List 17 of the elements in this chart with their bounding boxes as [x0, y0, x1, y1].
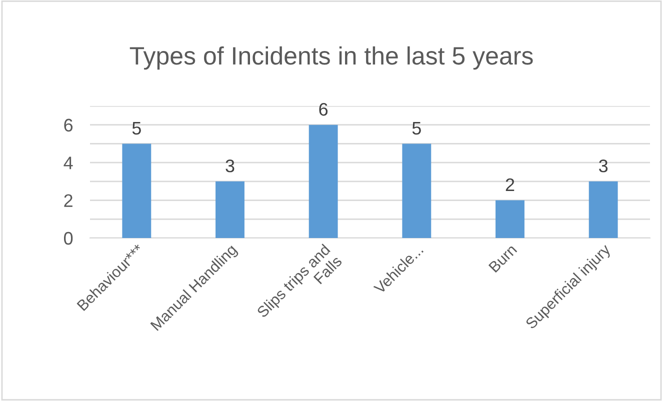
y-tick-label: 4: [64, 156, 73, 170]
data-label: 3: [599, 160, 608, 172]
data-label: 2: [506, 178, 514, 191]
bar: [588, 181, 618, 238]
bar: [402, 144, 432, 238]
data-label: 3: [226, 160, 234, 172]
data-label: 5: [132, 122, 141, 135]
chart-title: Types of Incidents in the last 5 years: [130, 46, 533, 70]
y-tick-label: 0: [64, 232, 73, 245]
bar: [122, 144, 152, 238]
bar: [308, 124, 338, 238]
data-label: 5: [412, 122, 421, 135]
y-tick-label: 2: [64, 194, 72, 207]
bar: [496, 200, 524, 238]
data-label: 6: [319, 102, 328, 116]
y-tick-label: 6: [64, 118, 73, 132]
bar: [216, 181, 244, 238]
